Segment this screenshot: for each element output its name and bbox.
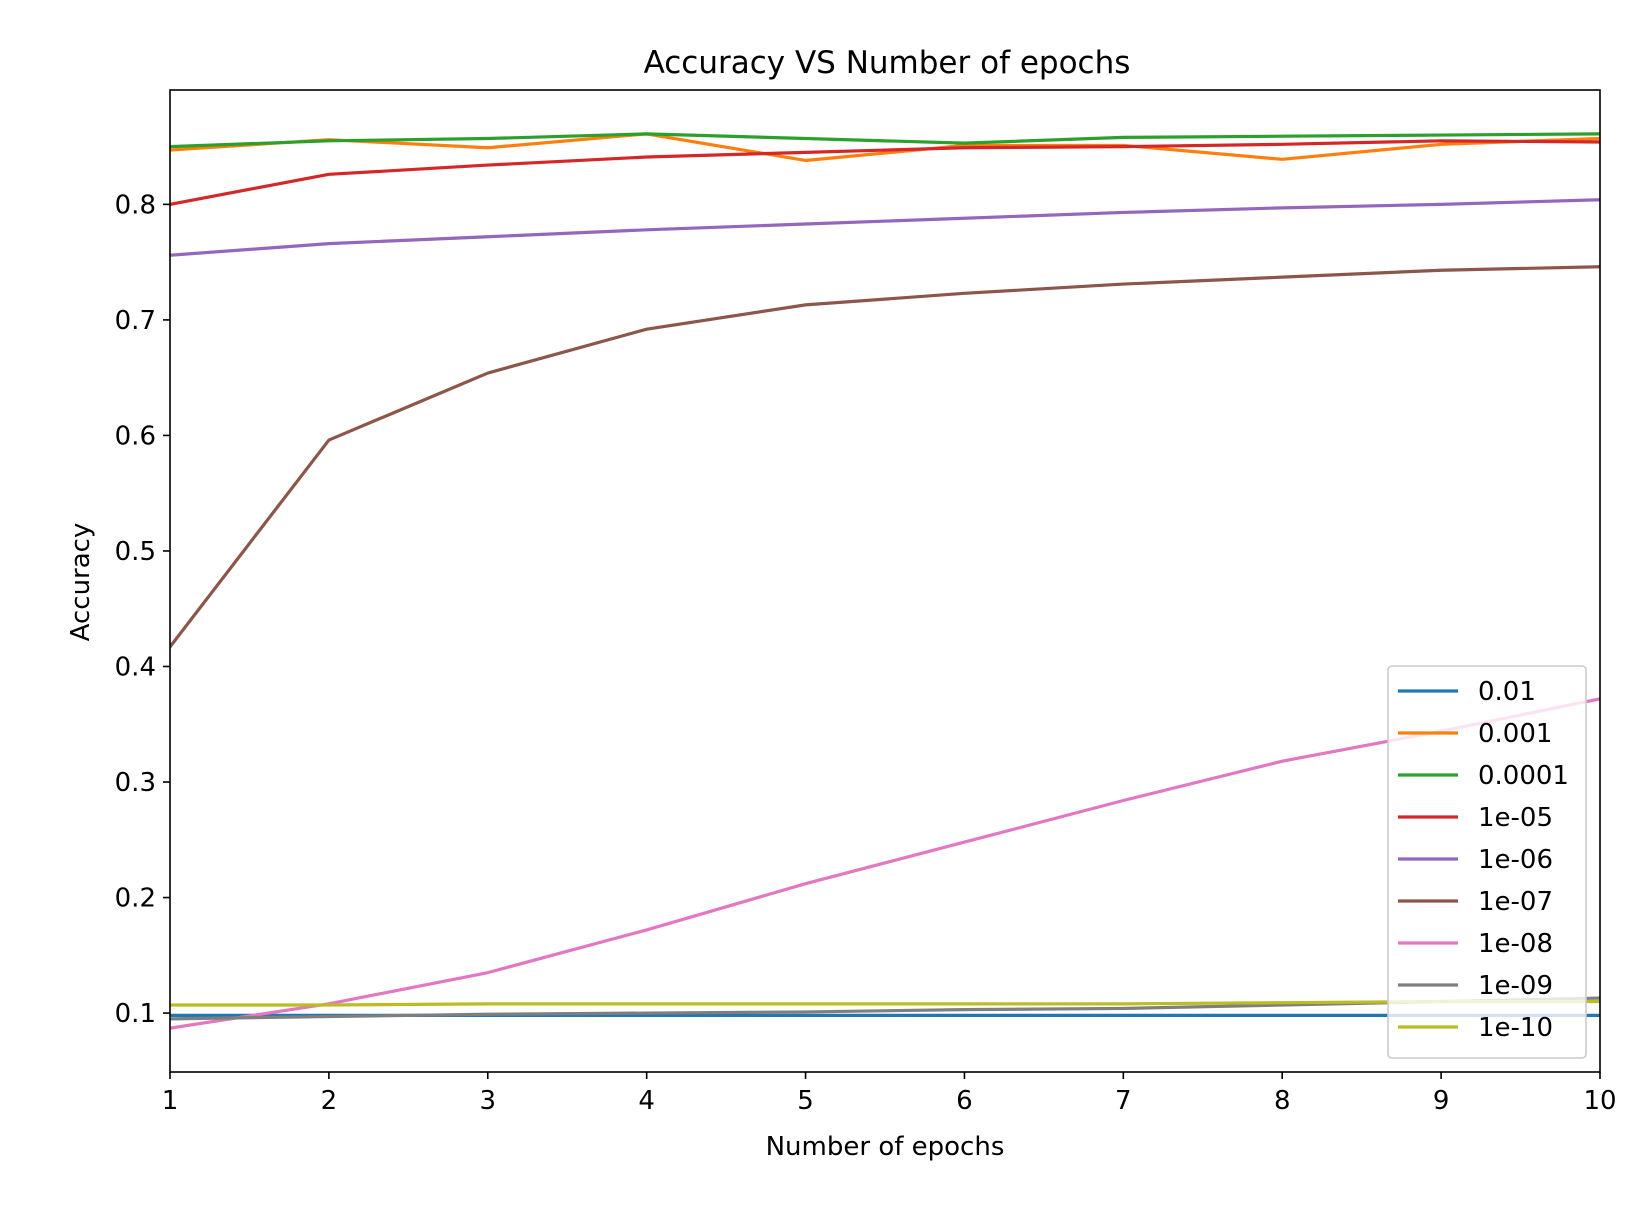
series-line-5 <box>170 265 1600 650</box>
x-tick-label: 7 <box>1115 1086 1132 1116</box>
y-tick-label: 0.6 <box>115 421 156 451</box>
legend-label: 1e-05 <box>1478 803 1553 833</box>
plot-frame <box>169 89 1601 1073</box>
legend-label: 0.01 <box>1478 677 1536 707</box>
x-tick-label: 2 <box>321 1086 338 1116</box>
y-tick-label: 0.7 <box>115 306 156 336</box>
y-tick-label: 0.8 <box>115 190 156 220</box>
series-line-4 <box>170 198 1600 257</box>
x-tick-label: 8 <box>1274 1086 1291 1116</box>
y-tick-label: 0.5 <box>115 537 156 567</box>
legend: 0.01 0.001 0.0001 1e-05 1e-06 1e-07 1e-08 1e-09… <box>1387 665 1587 1059</box>
legend-label: 0.0001 <box>1478 761 1569 791</box>
y-axis-label: Accuracy <box>66 523 96 642</box>
legend-label: 0.001 <box>1478 719 1552 749</box>
y-tick-label: 0.3 <box>115 768 156 798</box>
series-line-3 <box>170 139 1600 206</box>
legend-label: 1e-08 <box>1478 929 1553 959</box>
x-tick-label: 6 <box>956 1086 973 1116</box>
x-axis-label: Number of epochs <box>766 1132 1005 1162</box>
x-tick-label: 5 <box>797 1086 814 1116</box>
y-axis: 0.1 0.2 0.3 0.4 0.5 0.6 0.7 0.8 <box>115 190 170 1029</box>
series-line-6 <box>170 697 1600 1030</box>
legend-label: 1e-09 <box>1478 971 1553 1001</box>
x-tick-label: 10 <box>1583 1086 1616 1116</box>
x-tick-label: 4 <box>638 1086 655 1116</box>
y-tick-label: 0.4 <box>115 652 156 682</box>
x-tick-label: 9 <box>1433 1086 1450 1116</box>
legend-label: 1e-06 <box>1478 845 1553 875</box>
legend-label: 1e-07 <box>1478 887 1553 917</box>
legend-box <box>1387 665 1587 1059</box>
series-line-1 <box>170 132 1600 163</box>
legend-label: 1e-10 <box>1478 1013 1553 1043</box>
x-axis: 1 2 3 4 5 6 7 8 9 10 <box>162 1072 1617 1116</box>
series-line-8 <box>170 999 1600 1007</box>
x-tick-label: 3 <box>480 1086 497 1116</box>
x-tick-label: 1 <box>162 1086 179 1116</box>
series-layer <box>170 132 1600 1030</box>
y-tick-label: 0.2 <box>115 884 156 914</box>
y-tick-label: 0.1 <box>115 999 156 1029</box>
series-line-2 <box>170 132 1600 149</box>
chart-title: Accuracy VS Number of epochs <box>644 45 1131 81</box>
